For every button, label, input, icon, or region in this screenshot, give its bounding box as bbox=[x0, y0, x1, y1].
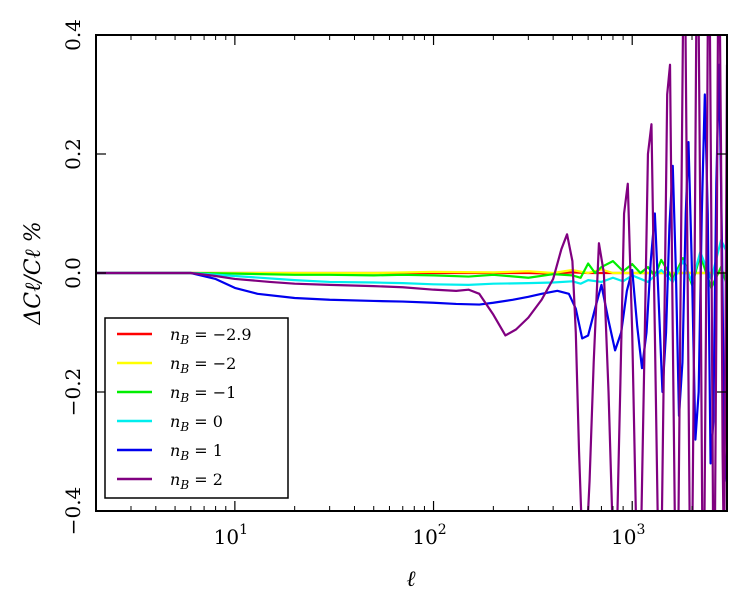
series-line-2 bbox=[96, 254, 727, 289]
y-tick-label-2: 0.0 bbox=[61, 257, 85, 289]
x-axis-label: ℓ bbox=[406, 567, 416, 592]
legend-label-1: nB = −2 bbox=[170, 354, 236, 376]
x-tick-label-2: 103 bbox=[611, 522, 645, 549]
x-tick-label-1: 102 bbox=[412, 522, 446, 549]
y-tick-label-4: 0.4 bbox=[61, 19, 85, 51]
x-tick-label-0: 101 bbox=[214, 522, 248, 549]
y-tick-label-3: 0.2 bbox=[61, 138, 85, 170]
y-tick-label-1: −0.2 bbox=[61, 368, 85, 417]
series-line-5 bbox=[96, 35, 727, 511]
series-line-1 bbox=[96, 268, 727, 275]
legend-label-2: nB = −1 bbox=[170, 383, 236, 405]
legend-label-4: nB = 1 bbox=[170, 441, 223, 463]
legend-label-5: nB = 2 bbox=[170, 470, 223, 492]
legend-box bbox=[104, 317, 289, 499]
series-layer bbox=[96, 35, 727, 511]
legend-label-3: nB = 0 bbox=[170, 412, 223, 434]
legend-label-0: nB = −2.9 bbox=[170, 325, 252, 347]
ticks-layer: 101 102 103 −0.4 −0.2 0.0 0.2 0.4 bbox=[61, 19, 728, 549]
legend: nB = −2.9 nB = −2 nB = −1 nB = 0 nB = 1 nB = … bbox=[104, 317, 289, 499]
y-axis-label: ΔCℓ/Cℓ % bbox=[21, 221, 46, 325]
y-tick-label-0: −0.4 bbox=[61, 487, 85, 536]
